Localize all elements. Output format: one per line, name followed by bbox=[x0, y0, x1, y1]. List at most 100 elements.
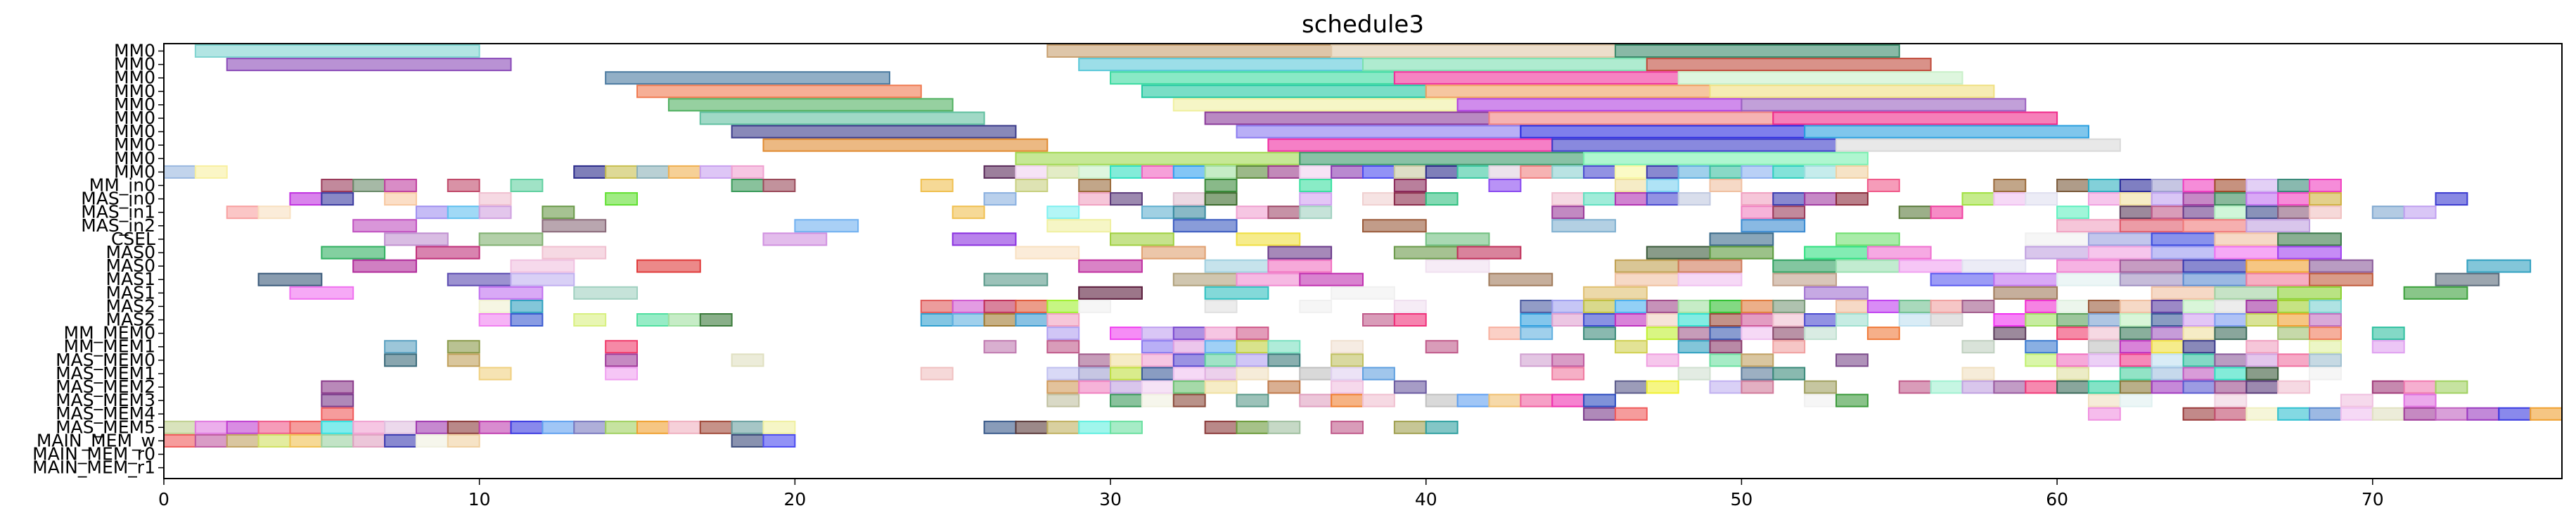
task-bar bbox=[1709, 246, 1774, 260]
task-bar bbox=[447, 434, 480, 448]
task-bar bbox=[1078, 58, 1364, 72]
task-bar bbox=[289, 286, 354, 300]
task-bar bbox=[478, 205, 512, 220]
task-bar bbox=[762, 434, 796, 448]
task-bar bbox=[983, 313, 1017, 327]
task-bar bbox=[1046, 340, 1080, 354]
task-bar bbox=[194, 434, 228, 448]
task-bar bbox=[1804, 286, 1869, 300]
y-tick-label: MAIN_MEM_w bbox=[37, 430, 155, 450]
task-bar bbox=[384, 434, 417, 448]
task-bar bbox=[1204, 299, 1238, 313]
task-bar bbox=[2466, 259, 2532, 273]
task-bar bbox=[1172, 367, 1206, 381]
task-bar bbox=[2119, 340, 2153, 354]
task-bar bbox=[699, 165, 733, 179]
task-bar bbox=[2309, 205, 2342, 220]
task-bar bbox=[1961, 367, 1995, 381]
task-bar bbox=[1299, 205, 1333, 220]
task-bar bbox=[1078, 192, 1112, 206]
task-bar bbox=[163, 165, 196, 179]
task-bar bbox=[1772, 340, 1806, 354]
task-bar bbox=[2119, 393, 2153, 407]
task-bar bbox=[1551, 367, 1585, 381]
task-bar bbox=[636, 84, 922, 99]
task-bar bbox=[762, 138, 1049, 152]
task-bar bbox=[289, 434, 323, 448]
task-bar bbox=[1866, 246, 1932, 260]
task-bar bbox=[1993, 327, 2027, 341]
task-bar bbox=[1425, 259, 1490, 273]
task-bar bbox=[542, 246, 607, 260]
task-bar bbox=[1520, 393, 1553, 407]
task-bar bbox=[1078, 353, 1112, 367]
task-bar bbox=[920, 299, 954, 313]
task-bar bbox=[2371, 380, 2405, 394]
task-bar bbox=[2119, 272, 2184, 286]
plot-frame bbox=[163, 43, 2563, 479]
task-bar bbox=[605, 353, 639, 367]
task-bar bbox=[2214, 232, 2279, 246]
task-bar bbox=[1835, 353, 1869, 367]
y-tick-label: MAS_MEM4 bbox=[56, 403, 155, 424]
task-bar bbox=[1015, 313, 1049, 327]
task-bar bbox=[1551, 219, 1616, 233]
task-bar bbox=[2182, 367, 2216, 381]
task-bar bbox=[447, 420, 480, 434]
task-bar bbox=[1236, 340, 1269, 354]
task-bar bbox=[1046, 380, 1080, 394]
task-bar bbox=[983, 192, 1017, 206]
task-bar bbox=[2119, 205, 2153, 220]
task-bar bbox=[2435, 272, 2500, 286]
task-bar bbox=[2245, 205, 2279, 220]
task-bar bbox=[510, 420, 544, 434]
task-bar bbox=[1835, 259, 1900, 273]
task-bar bbox=[2214, 205, 2248, 220]
task-bar bbox=[226, 205, 259, 220]
task-bar bbox=[2182, 259, 2248, 273]
task-bar bbox=[1046, 165, 1080, 179]
task-bar bbox=[2025, 246, 2089, 260]
task-bar bbox=[1709, 179, 1743, 192]
task-bar bbox=[1646, 192, 1679, 206]
task-bar bbox=[1835, 393, 1869, 407]
task-bar bbox=[257, 420, 291, 434]
task-bar bbox=[2245, 272, 2311, 286]
task-bar bbox=[1804, 246, 1869, 260]
task-bar bbox=[1078, 367, 1112, 381]
task-bar bbox=[2309, 192, 2342, 206]
task-bar bbox=[1993, 179, 2027, 192]
task-bar bbox=[1488, 393, 1522, 407]
task-bar bbox=[573, 286, 639, 300]
task-bar bbox=[194, 44, 480, 58]
x-tick-label: 10 bbox=[468, 489, 491, 510]
task-bar bbox=[1804, 192, 1838, 206]
task-bar bbox=[415, 246, 480, 260]
task-bar bbox=[226, 58, 512, 72]
task-bar bbox=[1204, 353, 1238, 367]
task-bar bbox=[2245, 299, 2279, 313]
task-bar bbox=[1236, 353, 1269, 367]
task-bar bbox=[1772, 313, 1806, 327]
task-bar bbox=[2056, 327, 2089, 341]
task-bar bbox=[1172, 340, 1206, 354]
task-bar bbox=[2403, 407, 2437, 421]
task-bar bbox=[1267, 380, 1301, 394]
task-bar bbox=[2087, 353, 2121, 367]
task-bar bbox=[1709, 353, 1743, 367]
task-bar bbox=[1551, 205, 1585, 220]
task-bar bbox=[1267, 340, 1301, 354]
task-bar bbox=[1236, 205, 1269, 220]
task-bar bbox=[1488, 272, 1553, 286]
task-bar bbox=[1172, 380, 1206, 394]
task-bar bbox=[2119, 219, 2184, 233]
task-bar bbox=[2087, 340, 2121, 354]
task-bar bbox=[1015, 165, 1049, 179]
task-bar bbox=[1551, 353, 1585, 367]
task-bar bbox=[1331, 286, 1395, 300]
task-bar bbox=[1898, 299, 1932, 313]
task-bar bbox=[2182, 407, 2216, 421]
task-bar bbox=[2309, 259, 2373, 273]
task-bar bbox=[1614, 380, 1648, 394]
